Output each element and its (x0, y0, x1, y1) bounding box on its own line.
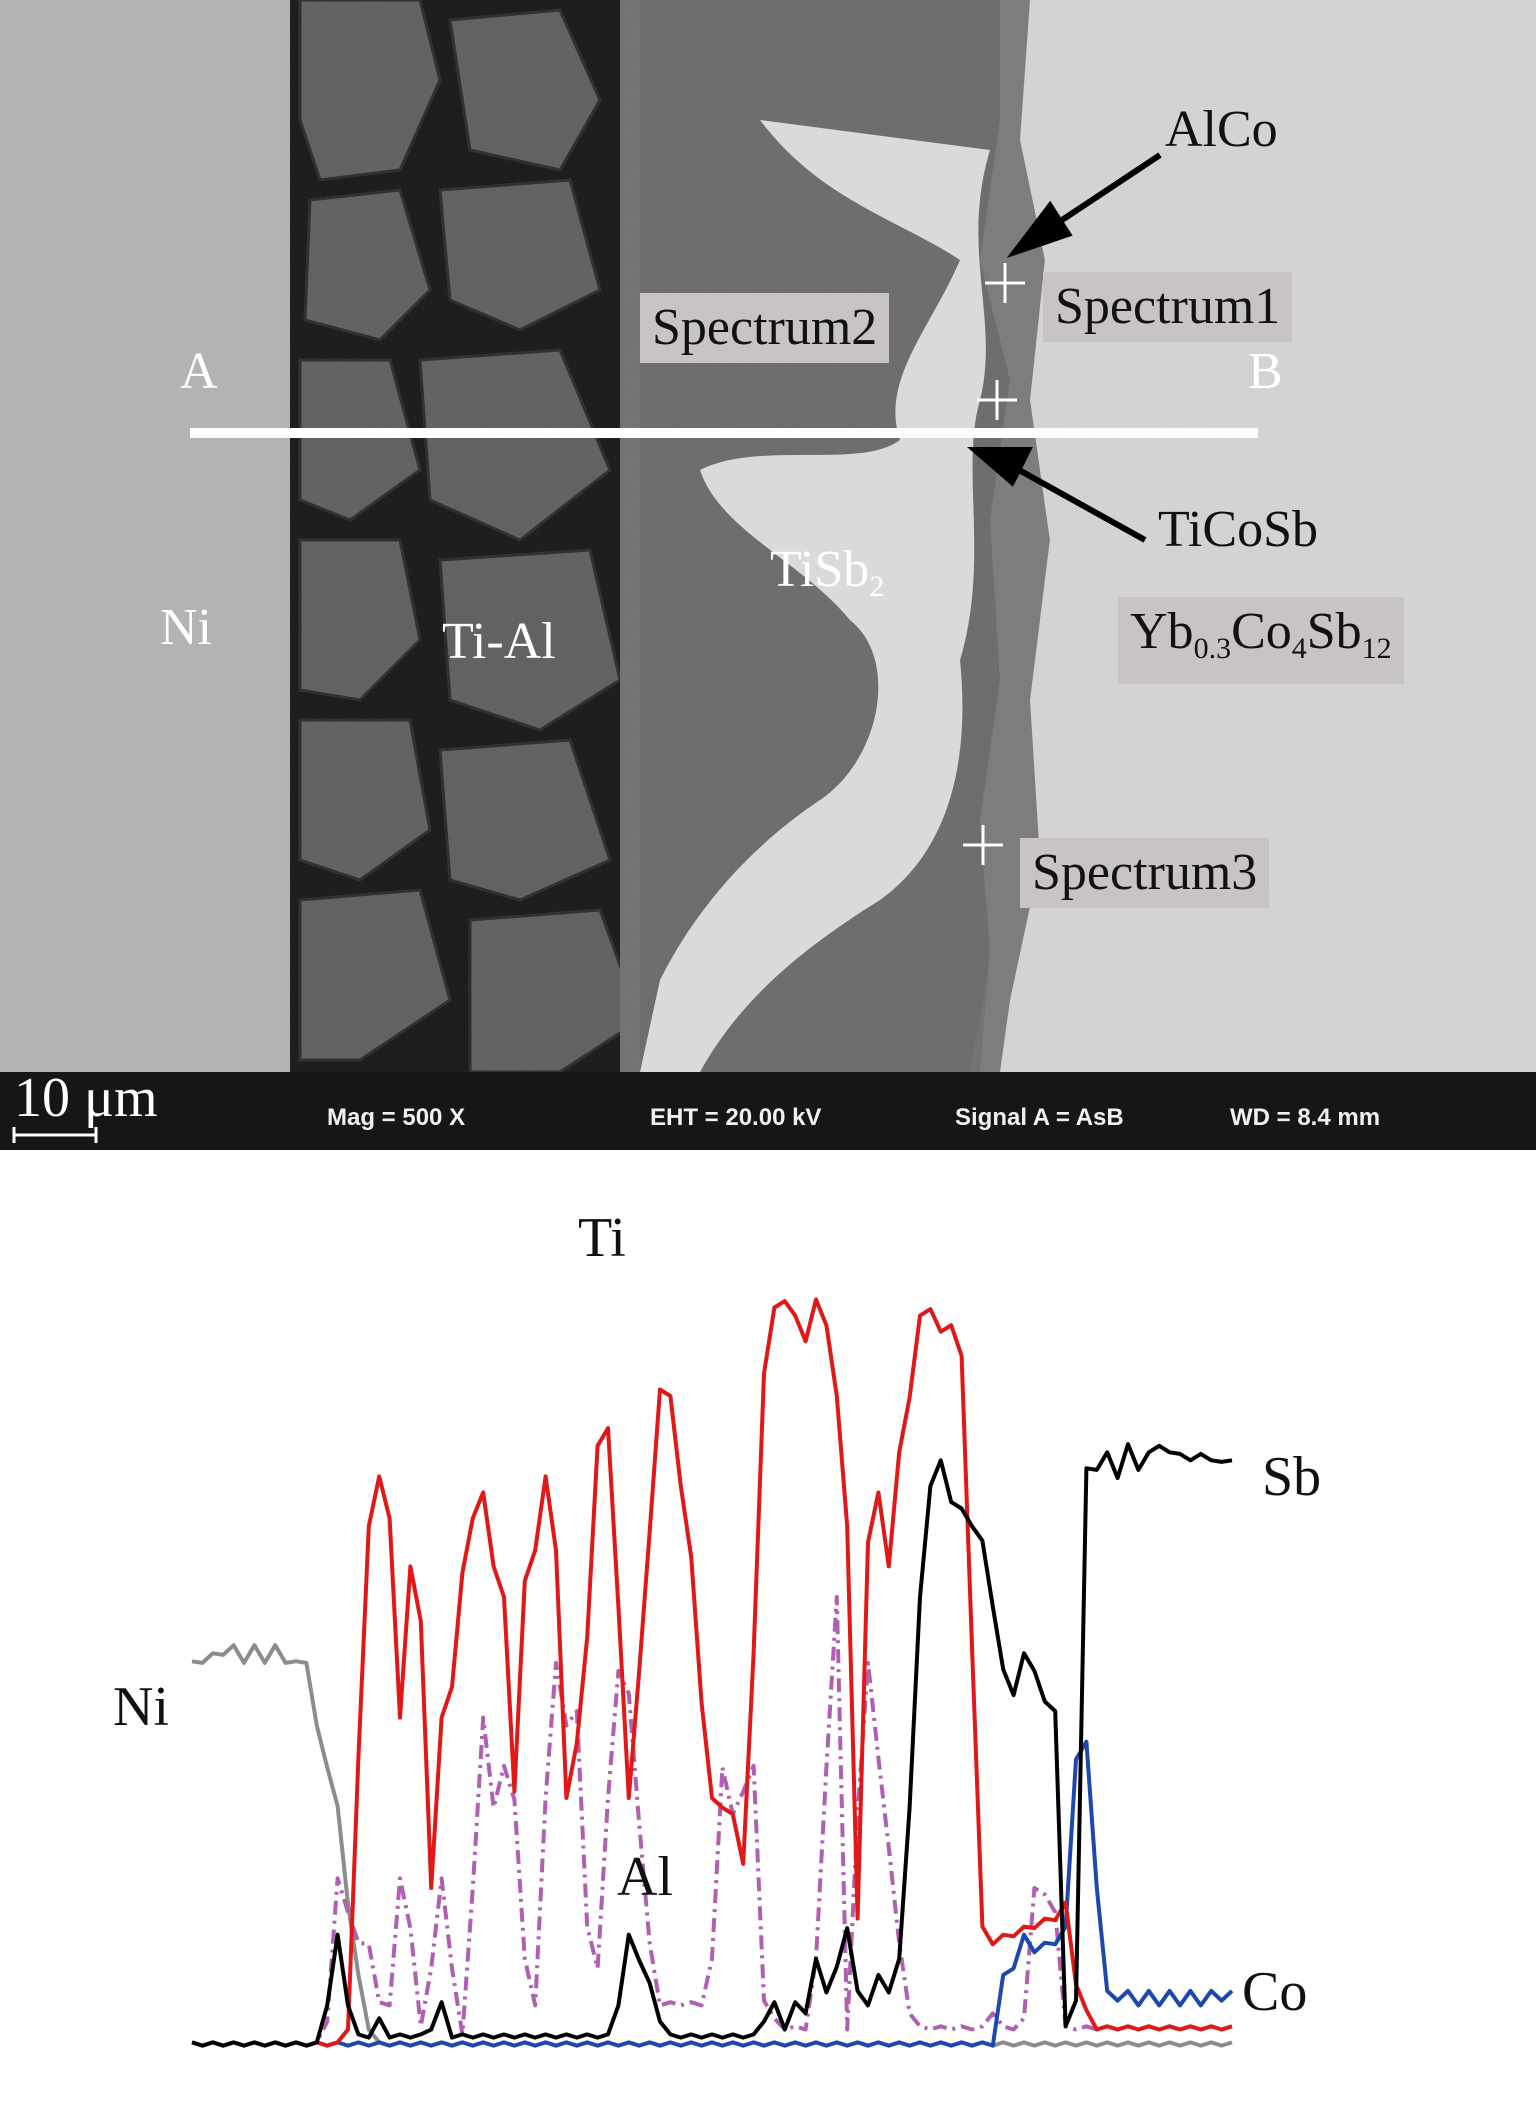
series-label-ni: Ni (113, 1676, 169, 1738)
info-eht: EHT = 20.00 kV (650, 1104, 822, 1131)
yb-sub: 0.3 (1193, 632, 1232, 665)
series-line-al (191, 1595, 1233, 2048)
line-scan-svg (191, 1297, 1234, 2048)
yb-main: Yb (1130, 603, 1194, 660)
series-label-al: Al (617, 1846, 673, 1908)
series-line-sb (191, 1442, 1233, 2048)
info-wd: WD = 8.4 mm (1230, 1104, 1381, 1131)
tisb2-main: TiSb (770, 541, 870, 598)
info-signal: Signal A = AsB (955, 1104, 1124, 1131)
label-spectrum3: Spectrum3 (1020, 838, 1270, 908)
info-mag: Mag = 500 X (327, 1104, 466, 1131)
tisb2-sub: 2 (869, 570, 885, 603)
label-tisb2: TiSb2 (770, 540, 884, 604)
label-skutterudite: Yb0.3Co4Sb12 (1118, 597, 1404, 684)
sem-micrograph: AlCo Spectrum1 Spectrum2 Spectrum3 A B T… (0, 0, 1536, 1074)
line-scan-chart: Ti Sb Ni Al Co (0, 1150, 1536, 2096)
label-tial: Ti-Al (442, 613, 556, 670)
spectrum-markers (963, 263, 1025, 865)
scale-bar (12, 1127, 98, 1143)
label-point-b: B (1248, 343, 1283, 400)
label-spectrum2: Spectrum2 (640, 293, 890, 363)
sem-info-bar (0, 1072, 1536, 1150)
series-line-ti (191, 1297, 1233, 2048)
label-spectrum1: Spectrum1 (1043, 272, 1293, 342)
sb-sub: 12 (1361, 632, 1392, 665)
arrows (966, 152, 1162, 543)
label-point-a: A (180, 343, 218, 400)
co-main: Co (1231, 603, 1292, 660)
micrograph-image (0, 0, 1536, 1074)
co-sub: 4 (1291, 632, 1307, 665)
sb-main: Sb (1306, 603, 1362, 660)
label-ni: Ni (160, 599, 212, 656)
label-alco: AlCo (1165, 101, 1278, 158)
scan-line (190, 428, 1258, 438)
series-label-sb: Sb (1262, 1446, 1322, 1508)
series-line-co (191, 1739, 1234, 2048)
scale-bar-label: 10 μm (14, 1067, 158, 1129)
series-label-ti: Ti (578, 1207, 626, 1269)
series-label-co: Co (1242, 1961, 1308, 2023)
label-ticosb: TiCoSb (1158, 501, 1318, 558)
